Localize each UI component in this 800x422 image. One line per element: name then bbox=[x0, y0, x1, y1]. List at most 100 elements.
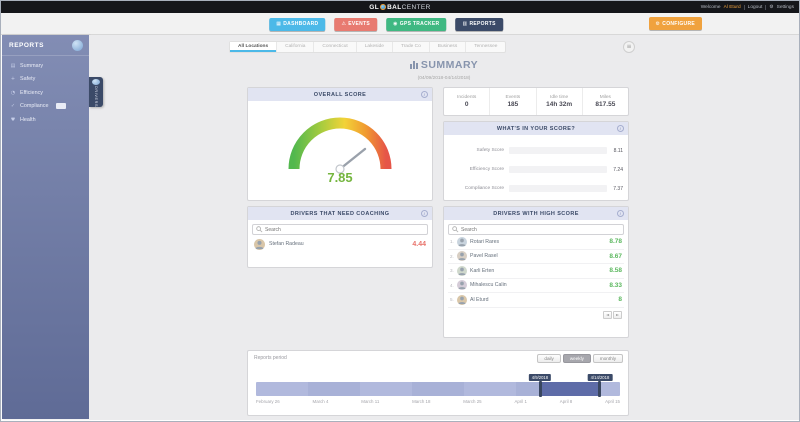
sidebar-header: REPORTS bbox=[2, 35, 89, 56]
warning-icon: ⚠ bbox=[341, 21, 347, 27]
nav-button-group: ▦ DASHBOARD ⚠ EVENTS ◉ GPS TRACKER ▥ REP… bbox=[269, 13, 503, 35]
info-icon[interactable]: i bbox=[421, 210, 428, 217]
bar-value: 8.11 bbox=[613, 147, 623, 154]
sidebar-item-safety[interactable]: + Safety bbox=[2, 73, 89, 87]
axis-label: March 18 bbox=[412, 399, 431, 404]
bar-label: Efficiency Score bbox=[469, 167, 504, 172]
selected-range[interactable] bbox=[539, 382, 600, 396]
driver-row[interactable]: 1. Rotari Rares 8.78 bbox=[448, 235, 624, 250]
bar-value: 7.24 bbox=[613, 166, 623, 173]
efficiency-icon: ◔ bbox=[10, 89, 16, 96]
drivers-flyout-tab[interactable]: DRIVERS bbox=[89, 77, 103, 107]
reports-button[interactable]: ▥ REPORTS bbox=[455, 17, 503, 31]
daily-button[interactable]: daily bbox=[537, 354, 561, 363]
configure-gear-icon: ⚙ bbox=[655, 20, 661, 27]
location-tab[interactable]: Tennessee bbox=[474, 44, 498, 49]
overall-score-value: 7.85 bbox=[327, 170, 353, 185]
score-breakdown-body: Safety Score 8.11 Efficiency Score 7.24 … bbox=[444, 135, 628, 202]
location-tabs: All Locations California Connecticut Lak… bbox=[229, 41, 507, 53]
pagination: ◄ ► bbox=[448, 308, 624, 319]
start-date-tooltip: 4/9/2018 bbox=[528, 374, 552, 381]
logo-text-gl: GL bbox=[369, 3, 380, 11]
reports-sidebar: REPORTS ▤ Summary + Safety ◔ Efficiency … bbox=[2, 35, 89, 419]
location-tab[interactable]: California bbox=[277, 42, 315, 52]
topbar-user-area: Welcome Al Eturd Logout ⚙ Settings bbox=[701, 1, 794, 13]
stat-incidents: Incidents 0 bbox=[444, 88, 489, 115]
driver-score: 8 bbox=[618, 296, 622, 304]
sidebar-item-health[interactable]: ♥ Health bbox=[2, 113, 89, 127]
tab-all-locations[interactable]: All Locations bbox=[230, 42, 278, 52]
configure-label: CONFIGURE bbox=[662, 20, 695, 27]
stat-value: 0 bbox=[464, 101, 469, 108]
search-icon bbox=[452, 226, 459, 233]
driver-index: 1. bbox=[450, 239, 454, 245]
coaching-search bbox=[252, 224, 428, 235]
events-button[interactable]: ⚠ EVENTS bbox=[334, 17, 378, 31]
location-tab[interactable]: Lakeside bbox=[357, 42, 393, 52]
stat-label: Incidents bbox=[457, 95, 477, 100]
gear-icon: ⚙ bbox=[769, 4, 774, 10]
score-breakdown-title: WHAT'S IN YOUR SCORE? bbox=[496, 125, 576, 132]
bar-track bbox=[509, 147, 607, 154]
location-tab[interactable]: Trade Co bbox=[393, 42, 430, 52]
safety-icon: + bbox=[10, 76, 16, 83]
reports-icon: ▥ bbox=[462, 21, 468, 27]
gauge-arc bbox=[288, 117, 392, 174]
stat-value: 14h 32m bbox=[546, 101, 573, 108]
driver-score: 8.78 bbox=[609, 238, 622, 246]
location-tab[interactable]: Connecticut bbox=[314, 42, 357, 52]
configure-button[interactable]: ⚙ CONFIGURE bbox=[648, 17, 702, 30]
dashboard-button[interactable]: ▦ DASHBOARD bbox=[269, 17, 326, 31]
logo[interactable]: GL BAL CENTER bbox=[369, 4, 431, 11]
sidebar-item-label: Safety bbox=[20, 76, 36, 83]
logout-link[interactable]: Logout bbox=[747, 4, 763, 10]
gps-tracker-button[interactable]: ◉ GPS TRACKER bbox=[386, 17, 447, 31]
driver-row[interactable]: Stefan Radeau 4.44 bbox=[252, 235, 428, 253]
stats-card: Incidents 0 Events 185 Idle time 14h 32m… bbox=[443, 87, 629, 116]
settings-link[interactable]: Settings bbox=[776, 4, 794, 10]
driver-score: 8.58 bbox=[609, 267, 622, 275]
driver-row[interactable]: 3. Karli Erten 8.58 bbox=[448, 264, 624, 279]
tabs-menu-button[interactable]: ≡ bbox=[623, 41, 635, 53]
weekly-button[interactable]: weekly bbox=[562, 354, 591, 363]
info-icon[interactable]: i bbox=[421, 91, 428, 98]
driver-name: Karli Erten bbox=[470, 267, 495, 274]
driver-row[interactable]: 4. Mihalescu Calin 8.33 bbox=[448, 279, 624, 293]
coaching-search-input[interactable] bbox=[265, 226, 424, 233]
end-date-tooltip: 4/14/2018 bbox=[587, 374, 613, 381]
location-tab[interactable]: Business bbox=[430, 42, 467, 52]
sidebar-item-summary[interactable]: ▤ Summary bbox=[2, 59, 89, 73]
timeline-start-handle[interactable] bbox=[538, 381, 542, 397]
high-score-search-input[interactable] bbox=[461, 226, 620, 233]
info-icon[interactable]: i bbox=[617, 210, 624, 217]
high-score-title: DRIVERS WITH HIGH SCORE bbox=[493, 210, 579, 217]
reports-period-label: Reports period bbox=[254, 355, 287, 361]
user-name-link[interactable]: Al Eturd bbox=[723, 4, 741, 10]
sidebar-menu: ▤ Summary + Safety ◔ Efficiency ✓ Compli… bbox=[2, 56, 89, 127]
sidebar-item-compliance[interactable]: ✓ Compliance bbox=[2, 100, 89, 114]
driver-score: 8.33 bbox=[609, 281, 622, 289]
timeline-end-handle[interactable] bbox=[597, 381, 601, 397]
driver-index: 5. bbox=[450, 297, 454, 303]
driver-avatar bbox=[457, 265, 467, 276]
sidebar-item-efficiency[interactable]: ◔ Efficiency bbox=[2, 86, 89, 100]
logo-text-bal: BAL bbox=[387, 3, 402, 11]
efficiency-score-row: Efficiency Score 7.24 bbox=[449, 160, 623, 179]
axis-label: March 25 bbox=[463, 399, 482, 404]
page-title-text: SUMMARY bbox=[420, 59, 479, 71]
menu-icon: ≡ bbox=[626, 43, 632, 50]
next-page-button[interactable]: ► bbox=[613, 310, 622, 319]
info-icon[interactable]: i bbox=[617, 125, 624, 132]
driver-row[interactable]: 5. Al Eturd 8 bbox=[448, 293, 624, 308]
driver-row[interactable]: 2. Pavel Rasel 8.67 bbox=[448, 250, 624, 264]
monthly-button[interactable]: monthly bbox=[592, 354, 623, 363]
coaching-body: Stefan Radeau 4.44 bbox=[248, 220, 432, 257]
page-heading: SUMMARY (04/09/2018-04/14/2018) bbox=[89, 56, 799, 81]
prev-page-button[interactable]: ◄ bbox=[603, 310, 612, 319]
stat-value: 185 bbox=[507, 101, 519, 108]
driver-index: 2. bbox=[450, 253, 454, 259]
timeline-track[interactable]: 4/9/2018 4/14/2018 bbox=[256, 374, 620, 397]
dashboard-label: DASHBOARD bbox=[283, 21, 319, 27]
drivers-icon bbox=[92, 79, 100, 85]
